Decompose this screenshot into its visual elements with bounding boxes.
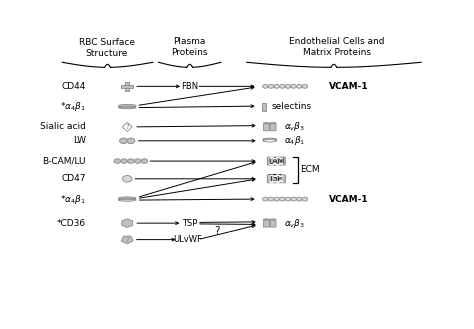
Text: ?: ? — [125, 237, 129, 242]
Ellipse shape — [263, 140, 277, 142]
Text: ?: ? — [214, 226, 220, 236]
Text: ULvWF: ULvWF — [173, 235, 202, 244]
Polygon shape — [122, 219, 133, 227]
Circle shape — [122, 175, 132, 182]
Ellipse shape — [264, 219, 269, 220]
Circle shape — [268, 85, 274, 88]
Text: $\alpha_v\beta_3$: $\alpha_v\beta_3$ — [284, 216, 306, 230]
Ellipse shape — [271, 123, 275, 124]
Text: ECM: ECM — [300, 165, 319, 174]
FancyBboxPatch shape — [267, 175, 285, 183]
Text: RBC Surface
Structure: RBC Surface Structure — [79, 38, 135, 58]
Text: FBN: FBN — [181, 82, 198, 91]
FancyBboxPatch shape — [121, 85, 134, 88]
FancyBboxPatch shape — [267, 157, 285, 165]
Text: TSP: TSP — [269, 174, 283, 183]
Ellipse shape — [118, 106, 136, 109]
Text: Sialic acid: Sialic acid — [40, 122, 86, 131]
Circle shape — [291, 85, 296, 88]
FancyBboxPatch shape — [270, 219, 276, 227]
Circle shape — [268, 197, 274, 201]
Text: Endothelial Cells and
Matrix Proteins: Endothelial Cells and Matrix Proteins — [289, 37, 384, 57]
FancyBboxPatch shape — [264, 123, 269, 131]
Circle shape — [280, 85, 285, 88]
Circle shape — [302, 85, 308, 88]
Circle shape — [297, 197, 302, 201]
Ellipse shape — [271, 219, 275, 220]
FancyBboxPatch shape — [270, 123, 276, 131]
Circle shape — [114, 159, 121, 164]
Text: VCAM-1: VCAM-1 — [329, 82, 369, 91]
Circle shape — [141, 159, 148, 164]
Text: ?: ? — [125, 124, 129, 130]
Text: $\alpha_v\beta_3$: $\alpha_v\beta_3$ — [284, 120, 306, 133]
Circle shape — [134, 159, 141, 164]
Text: $\alpha_4\beta_1$: $\alpha_4\beta_1$ — [284, 134, 306, 147]
Text: TSP: TSP — [182, 219, 197, 228]
Circle shape — [121, 159, 128, 164]
FancyBboxPatch shape — [264, 219, 269, 227]
Polygon shape — [121, 236, 133, 244]
Circle shape — [285, 85, 291, 88]
Circle shape — [302, 197, 308, 201]
Text: LAM: LAM — [268, 157, 284, 165]
Circle shape — [263, 197, 268, 201]
Circle shape — [297, 85, 302, 88]
FancyBboxPatch shape — [263, 103, 266, 111]
Circle shape — [291, 197, 296, 201]
Text: LW: LW — [73, 136, 86, 145]
FancyBboxPatch shape — [126, 82, 129, 91]
Text: *CD36: *CD36 — [56, 219, 86, 228]
Ellipse shape — [264, 123, 269, 124]
Text: *$\alpha_4\beta_1$: *$\alpha_4\beta_1$ — [60, 100, 86, 113]
Text: VCAM-1: VCAM-1 — [329, 194, 369, 204]
Text: selectins: selectins — [271, 102, 311, 111]
Text: *$\alpha_4\beta_1$: *$\alpha_4\beta_1$ — [60, 192, 86, 206]
Polygon shape — [122, 122, 132, 132]
Ellipse shape — [118, 105, 136, 107]
Ellipse shape — [118, 197, 136, 199]
Circle shape — [274, 85, 280, 88]
Ellipse shape — [118, 199, 136, 201]
Circle shape — [285, 197, 291, 201]
Circle shape — [119, 138, 128, 143]
Ellipse shape — [263, 138, 277, 140]
Circle shape — [263, 85, 268, 88]
Circle shape — [128, 159, 134, 164]
Circle shape — [127, 138, 135, 143]
Text: Plasma
Proteins: Plasma Proteins — [172, 37, 208, 57]
Text: B-CAM/LU: B-CAM/LU — [42, 157, 86, 165]
Circle shape — [274, 197, 280, 201]
Circle shape — [280, 197, 285, 201]
Text: CD44: CD44 — [61, 82, 86, 91]
Text: CD47: CD47 — [61, 174, 86, 183]
